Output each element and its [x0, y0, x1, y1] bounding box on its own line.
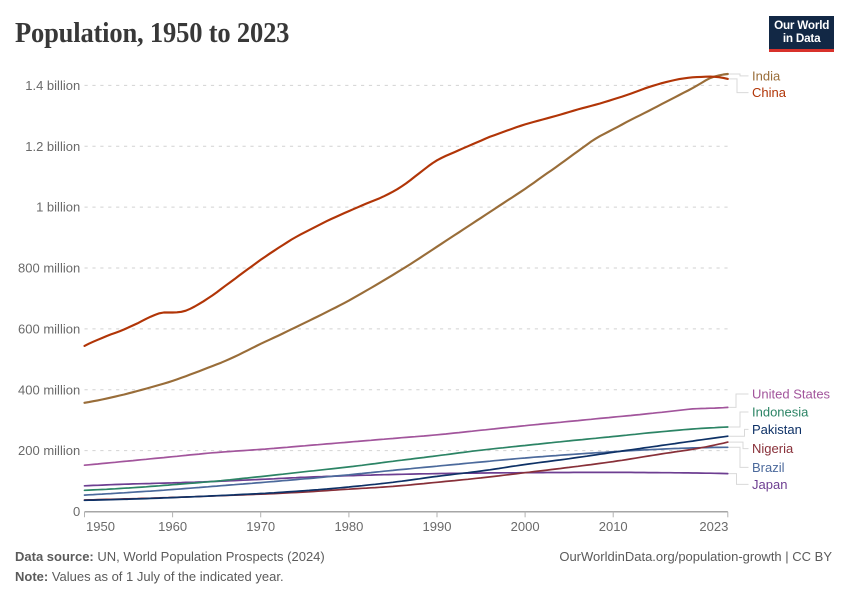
- svg-text:1.2 billion: 1.2 billion: [25, 139, 80, 154]
- svg-text:Pakistan: Pakistan: [752, 422, 802, 437]
- svg-text:Nigeria: Nigeria: [752, 441, 794, 456]
- svg-text:400 million: 400 million: [18, 382, 80, 397]
- svg-text:800 million: 800 million: [18, 261, 80, 276]
- svg-text:1990: 1990: [423, 519, 452, 534]
- svg-text:0: 0: [73, 504, 80, 519]
- svg-text:2000: 2000: [511, 519, 540, 534]
- svg-text:1960: 1960: [158, 519, 187, 534]
- svg-text:2023: 2023: [699, 519, 728, 534]
- svg-text:Japan: Japan: [752, 477, 787, 492]
- svg-text:1950: 1950: [86, 519, 115, 534]
- svg-text:1.4 billion: 1.4 billion: [25, 78, 80, 93]
- svg-text:Brazil: Brazil: [752, 460, 785, 475]
- svg-text:India: India: [752, 68, 781, 83]
- svg-text:China: China: [752, 85, 787, 100]
- svg-text:United States: United States: [752, 387, 831, 402]
- svg-text:1 billion: 1 billion: [36, 200, 80, 215]
- svg-text:600 million: 600 million: [18, 322, 80, 337]
- svg-text:1970: 1970: [246, 519, 275, 534]
- svg-text:1980: 1980: [334, 519, 363, 534]
- svg-text:2010: 2010: [599, 519, 628, 534]
- svg-text:200 million: 200 million: [18, 443, 80, 458]
- svg-text:Indonesia: Indonesia: [752, 405, 809, 420]
